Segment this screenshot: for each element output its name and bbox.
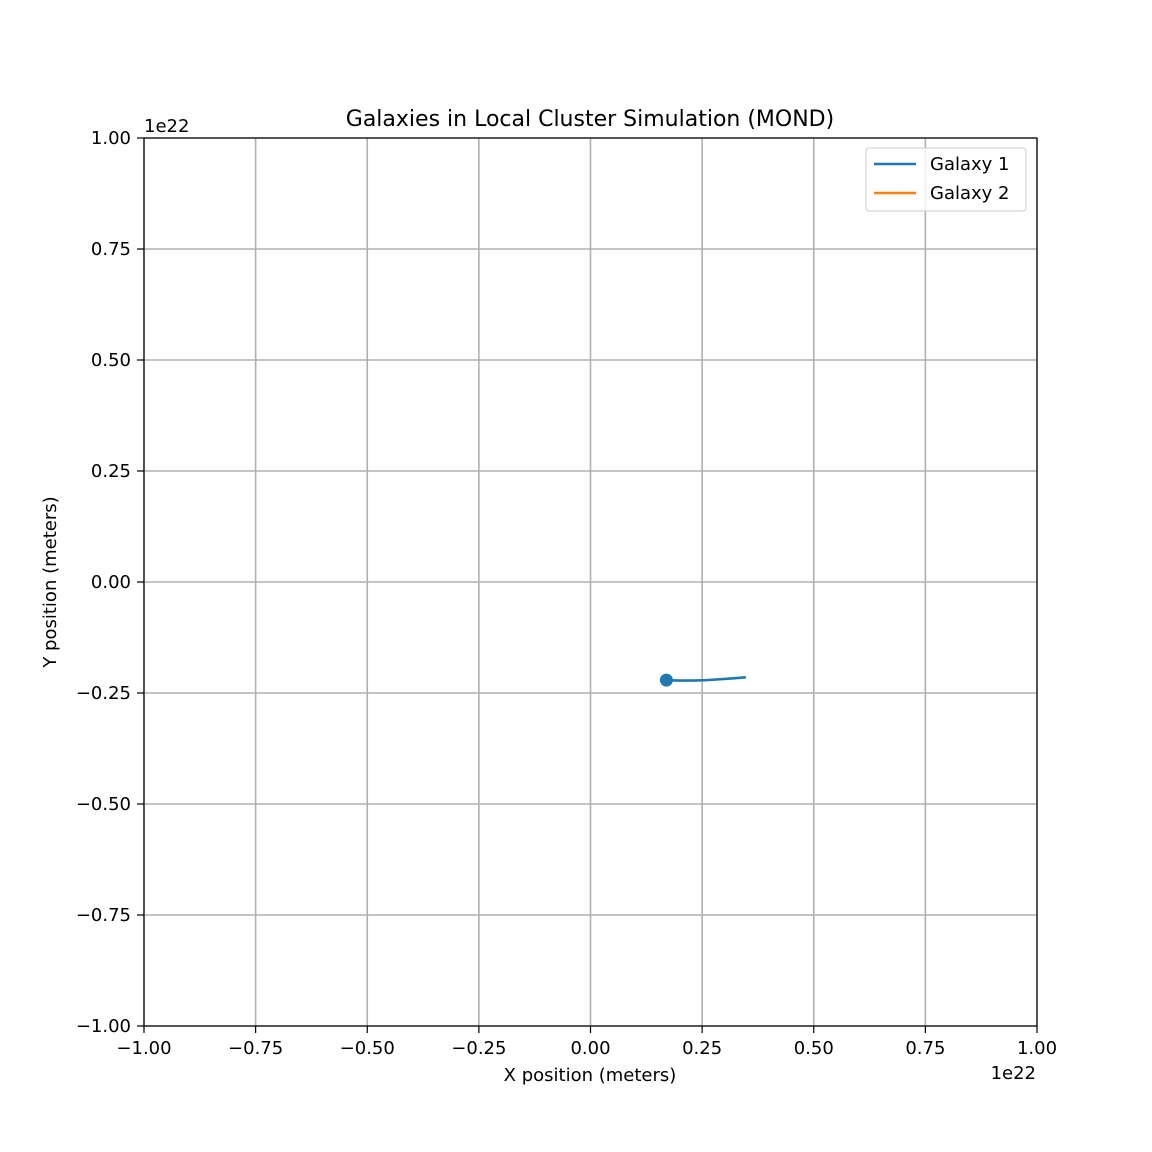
series-layer bbox=[659, 673, 746, 687]
y-tick-label: −0.75 bbox=[76, 905, 131, 926]
y-tick-label: 0.75 bbox=[91, 239, 131, 260]
y-axis-ticks: −1.00 −0.75 −0.50 −0.25 0.00 0.25 0.50 0.75 1.00 bbox=[76, 128, 144, 1037]
y-tick-label: 0.50 bbox=[91, 350, 131, 371]
x-tick-label: 0.50 bbox=[794, 1038, 834, 1059]
y-tick-label: 0.25 bbox=[91, 461, 131, 482]
y-tick-label: 0.00 bbox=[91, 572, 131, 593]
legend-label-galaxy-1: Galaxy 1 bbox=[930, 154, 1010, 175]
y-axis-label: Y position (meters) bbox=[40, 496, 61, 668]
y-tick-label: −1.00 bbox=[76, 1016, 131, 1037]
x-tick-label: 1.00 bbox=[1017, 1038, 1057, 1059]
chart-title: Galaxies in Local Cluster Simulation (MO… bbox=[346, 107, 834, 132]
x-axis-offset-text: 1e22 bbox=[991, 1063, 1036, 1084]
y-tick-label: −0.50 bbox=[76, 794, 131, 815]
x-tick-label: −0.75 bbox=[228, 1038, 283, 1059]
x-axis-label: X position (meters) bbox=[504, 1065, 677, 1086]
x-tick-label: 0.00 bbox=[570, 1038, 610, 1059]
x-tick-label: 0.25 bbox=[682, 1038, 722, 1059]
x-tick-label: −0.25 bbox=[451, 1038, 506, 1059]
legend: Galaxy 1 Galaxy 2 bbox=[865, 147, 1027, 212]
x-tick-label: −1.00 bbox=[116, 1038, 171, 1059]
y-tick-label: −0.25 bbox=[76, 683, 131, 704]
x-tick-label: 0.75 bbox=[905, 1038, 945, 1059]
series-marker-galaxy-1 bbox=[659, 673, 673, 687]
x-axis-ticks: −1.00 −0.75 −0.50 −0.25 0.00 0.25 0.50 0.75 1.00 bbox=[116, 1026, 1057, 1059]
y-tick-label: 1.00 bbox=[91, 128, 131, 149]
legend-label-galaxy-2: Galaxy 2 bbox=[930, 183, 1010, 204]
series-line-galaxy-1 bbox=[665, 676, 746, 682]
x-tick-label: −0.50 bbox=[340, 1038, 395, 1059]
grid bbox=[143, 137, 1038, 1027]
y-axis-offset-text: 1e22 bbox=[144, 116, 189, 137]
